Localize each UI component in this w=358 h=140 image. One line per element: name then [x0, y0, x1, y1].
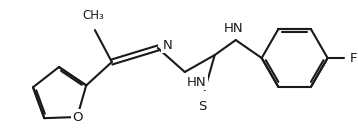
Text: F: F: [349, 52, 357, 65]
Text: S: S: [199, 100, 207, 113]
Text: O: O: [72, 110, 82, 123]
Text: HN: HN: [187, 76, 207, 89]
Text: CH₃: CH₃: [82, 9, 104, 22]
Text: HN: HN: [224, 22, 243, 35]
Text: N: N: [163, 38, 173, 52]
